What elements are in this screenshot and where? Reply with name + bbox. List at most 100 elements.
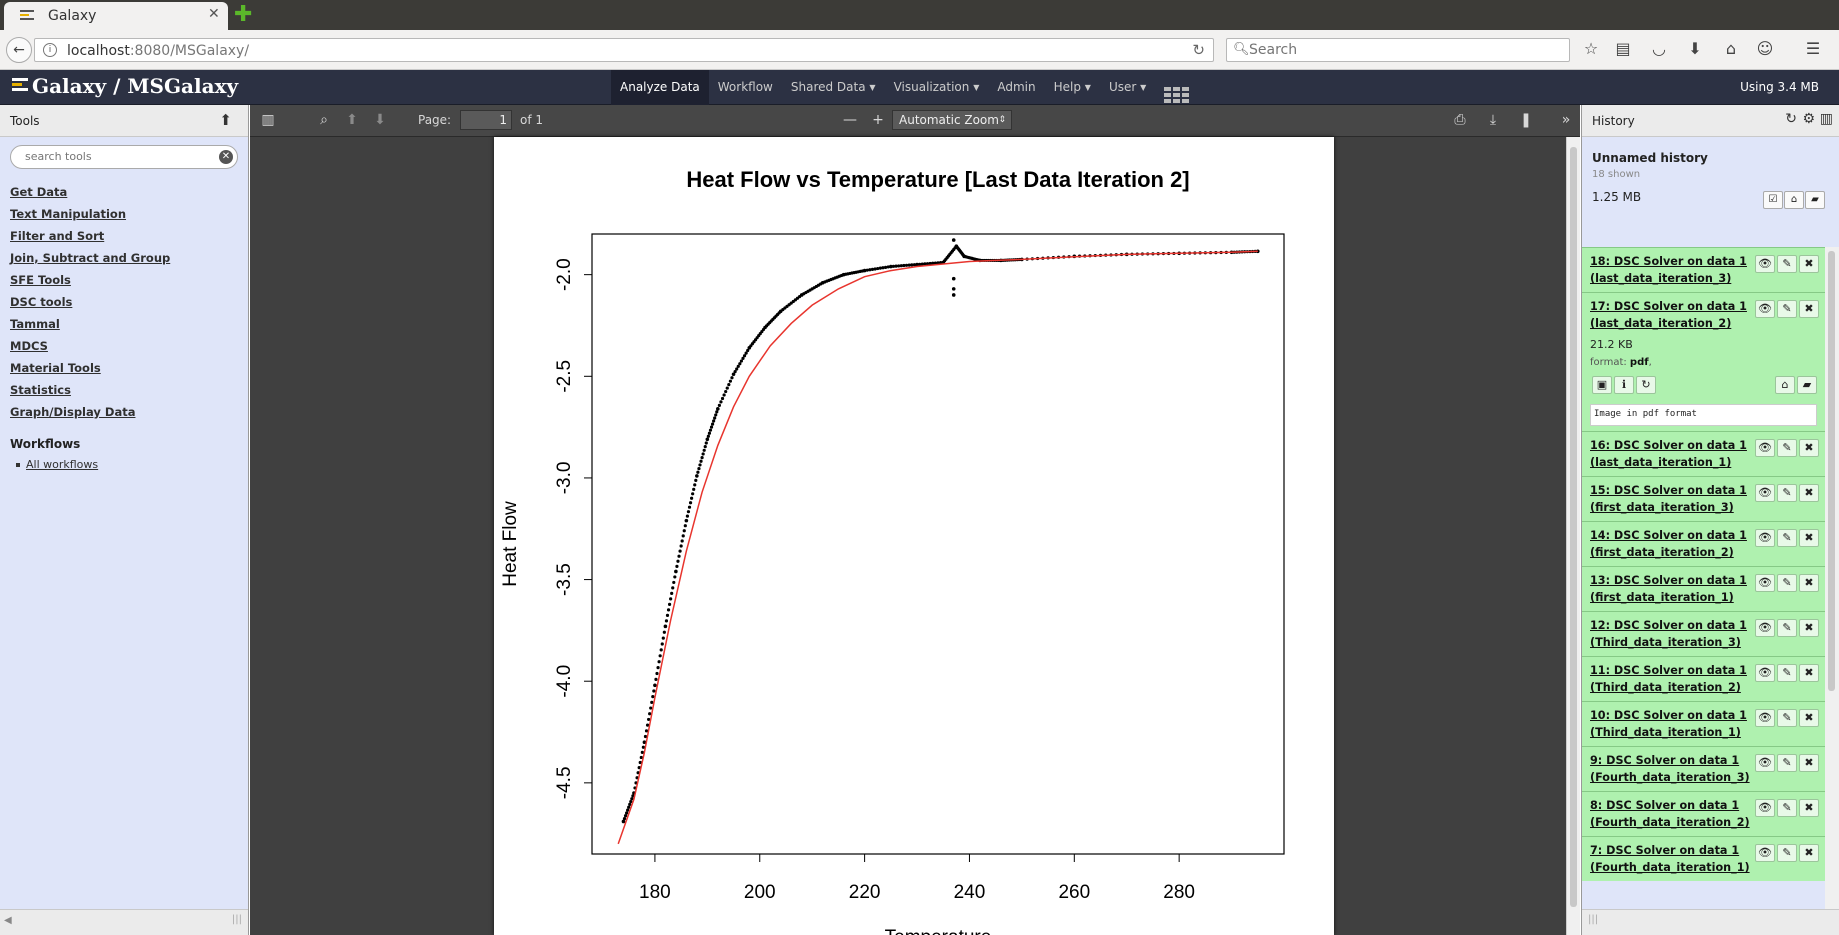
dataset-item[interactable]: 8: DSC Solver on data 1 (Fourth_data_ite… <box>1582 791 1825 836</box>
home-icon[interactable]: ⌂ <box>1725 39 1737 58</box>
scrollbar-thumb[interactable] <box>1828 251 1835 691</box>
resize-handle-icon[interactable]: ||| <box>231 914 242 925</box>
tool-section-filter-and-sort[interactable]: Filter and Sort <box>10 229 105 243</box>
dataset-title[interactable]: 12: DSC Solver on data 1 (Third_data_ite… <box>1590 619 1747 649</box>
eye-icon[interactable]: 👁︎ <box>1755 844 1775 862</box>
pencil-icon[interactable]: ✎ <box>1777 529 1797 547</box>
upload-icon[interactable]: ⬆ <box>219 111 232 129</box>
eye-icon[interactable]: 👁︎ <box>1755 255 1775 273</box>
all-workflows-link[interactable]: All workflows <box>10 455 238 475</box>
dataset-title[interactable]: 7: DSC Solver on data 1 (Fourth_data_ite… <box>1590 844 1750 874</box>
resize-handle-icon[interactable]: ||| <box>1588 914 1599 925</box>
back-button[interactable]: ← <box>6 37 32 63</box>
nav-analyze-data[interactable]: Analyze Data <box>611 70 709 105</box>
pencil-icon[interactable]: ✎ <box>1777 300 1797 318</box>
dataset-title[interactable]: 17: DSC Solver on data 1 (last_data_iter… <box>1590 300 1747 330</box>
download-icon[interactable]: ⬇ <box>1688 39 1702 58</box>
save-icon[interactable]: ▣ <box>1592 376 1612 394</box>
info-icon[interactable]: i <box>43 43 57 57</box>
pencil-icon[interactable]: ✎ <box>1777 799 1797 817</box>
nav-visualization[interactable]: Visualization ▼ <box>893 80 980 94</box>
reload-icon[interactable]: ↻ <box>1192 41 1205 59</box>
tags-icon[interactable]: ⌂ <box>1775 376 1795 394</box>
dataset-item[interactable]: 9: DSC Solver on data 1 (Fourth_data_ite… <box>1582 746 1825 791</box>
tool-section-tammal[interactable]: Tammal <box>10 317 60 331</box>
tool-search-input[interactable] <box>25 150 205 163</box>
dataset-title[interactable]: 16: DSC Solver on data 1 (last_data_iter… <box>1590 439 1747 469</box>
delete-icon[interactable]: ✖ <box>1799 844 1819 862</box>
dataset-item[interactable]: 12: DSC Solver on data 1 (Third_data_ite… <box>1582 611 1825 656</box>
page-number-input[interactable] <box>460 110 512 130</box>
tool-section-mdcs[interactable]: MDCS <box>10 339 48 353</box>
tool-section-statistics[interactable]: Statistics <box>10 383 71 397</box>
annotation-icon[interactable]: ▰ <box>1797 376 1817 394</box>
nav-admin[interactable]: Admin <box>997 80 1036 94</box>
url-text[interactable]: localhost:8080/MSGalaxy/ <box>67 43 250 59</box>
eye-icon[interactable]: 👁︎ <box>1755 439 1775 457</box>
history-name[interactable]: Unnamed history <box>1592 151 1708 165</box>
nav-shared-data[interactable]: Shared Data ▼ <box>790 80 876 94</box>
eye-icon[interactable]: 👁︎ <box>1755 754 1775 772</box>
info-icon[interactable]: ℹ <box>1614 376 1634 394</box>
pencil-icon[interactable]: ✎ <box>1777 484 1797 502</box>
tags-icon[interactable]: ⌂ <box>1784 191 1804 209</box>
delete-icon[interactable]: ✖ <box>1799 300 1819 318</box>
dataset-title[interactable]: 13: DSC Solver on data 1 (first_data_ite… <box>1590 574 1747 604</box>
delete-icon[interactable]: ✖ <box>1799 529 1819 547</box>
print-icon[interactable]: ⎙ <box>1454 112 1466 128</box>
pencil-icon[interactable]: ✎ <box>1777 709 1797 727</box>
eye-icon[interactable]: 👁︎ <box>1755 484 1775 502</box>
browser-search-box[interactable]: 🔍︎ <box>1226 38 1570 62</box>
apps-grid-icon[interactable] <box>1155 70 1198 105</box>
previous-page-icon[interactable]: ⬆ <box>346 112 358 128</box>
dataset-item[interactable]: 15: DSC Solver on data 1 (first_data_ite… <box>1582 476 1825 521</box>
dataset-title[interactable]: 8: DSC Solver on data 1 (Fourth_data_ite… <box>1590 799 1750 829</box>
pencil-icon[interactable]: ✎ <box>1777 619 1797 637</box>
close-tab-icon[interactable]: ✕ <box>208 6 220 22</box>
dataset-title[interactable]: 14: DSC Solver on data 1 (first_data_ite… <box>1590 529 1747 559</box>
delete-icon[interactable]: ✖ <box>1799 709 1819 727</box>
columns-icon[interactable]: ▥ <box>1819 111 1833 127</box>
rerun-icon[interactable]: ↻ <box>1636 376 1656 394</box>
pencil-icon[interactable]: ✎ <box>1777 844 1797 862</box>
tool-section-get-data[interactable]: Get Data <box>10 185 68 199</box>
nav-workflow[interactable]: Workflow <box>717 80 773 94</box>
dataset-title[interactable]: 15: DSC Solver on data 1 (first_data_ite… <box>1590 484 1747 514</box>
star-icon[interactable]: ☆ <box>1583 39 1599 58</box>
delete-icon[interactable]: ✖ <box>1799 484 1819 502</box>
next-page-icon[interactable]: ⬇ <box>374 112 386 128</box>
tool-section-sfe-tools[interactable]: SFE Tools <box>10 273 71 287</box>
select-datasets-icon[interactable]: ☑ <box>1763 191 1783 209</box>
find-icon[interactable]: ⌕ <box>320 112 328 128</box>
tool-search-box[interactable]: ✕ <box>10 145 238 169</box>
eye-icon[interactable]: 👁︎ <box>1755 529 1775 547</box>
delete-icon[interactable]: ✖ <box>1799 619 1819 637</box>
dataset-item[interactable]: 13: DSC Solver on data 1 (first_data_ite… <box>1582 566 1825 611</box>
eye-icon[interactable]: 👁︎ <box>1755 619 1775 637</box>
tools-menu-icon[interactable]: » <box>1561 112 1571 128</box>
pencil-icon[interactable]: ✎ <box>1777 255 1797 273</box>
zoom-out-icon[interactable]: — <box>843 112 857 128</box>
delete-icon[interactable]: ✖ <box>1799 664 1819 682</box>
nav-help[interactable]: Help ▼ <box>1053 80 1091 94</box>
sidebar-toggle-icon[interactable]: ▥ <box>261 112 275 128</box>
dataset-title[interactable]: 10: DSC Solver on data 1 (Third_data_ite… <box>1590 709 1747 739</box>
tool-section-dsc-tools[interactable]: DSC tools <box>10 295 73 309</box>
annotation-icon[interactable]: ▰ <box>1805 191 1825 209</box>
browser-search-input[interactable] <box>1249 41 1549 59</box>
delete-icon[interactable]: ✖ <box>1799 439 1819 457</box>
scrollbar-thumb[interactable] <box>1570 147 1577 907</box>
delete-icon[interactable]: ✖ <box>1799 799 1819 817</box>
download-pdf-icon[interactable]: ⤓ <box>1489 112 1497 128</box>
dataset-item[interactable]: 11: DSC Solver on data 1 (Third_data_ite… <box>1582 656 1825 701</box>
url-bar[interactable]: i localhost:8080/MSGalaxy/ ↻ <box>34 38 1214 62</box>
dataset-item[interactable]: 18: DSC Solver on data 1 (last_data_iter… <box>1582 247 1825 292</box>
zoom-select[interactable]: Automatic Zoom ⇕ <box>892 110 1012 130</box>
refresh-icon[interactable]: ↻ <box>1785 111 1797 127</box>
dataset-item[interactable]: 14: DSC Solver on data 1 (first_data_ite… <box>1582 521 1825 566</box>
brand[interactable]: Galaxy / MSGalaxy <box>12 74 238 98</box>
eye-icon[interactable]: 👁︎ <box>1755 709 1775 727</box>
gear-icon[interactable]: ⚙ <box>1802 111 1815 127</box>
eye-icon[interactable]: 👁︎ <box>1755 300 1775 318</box>
chat-icon[interactable]: ☺ <box>1756 39 1774 58</box>
